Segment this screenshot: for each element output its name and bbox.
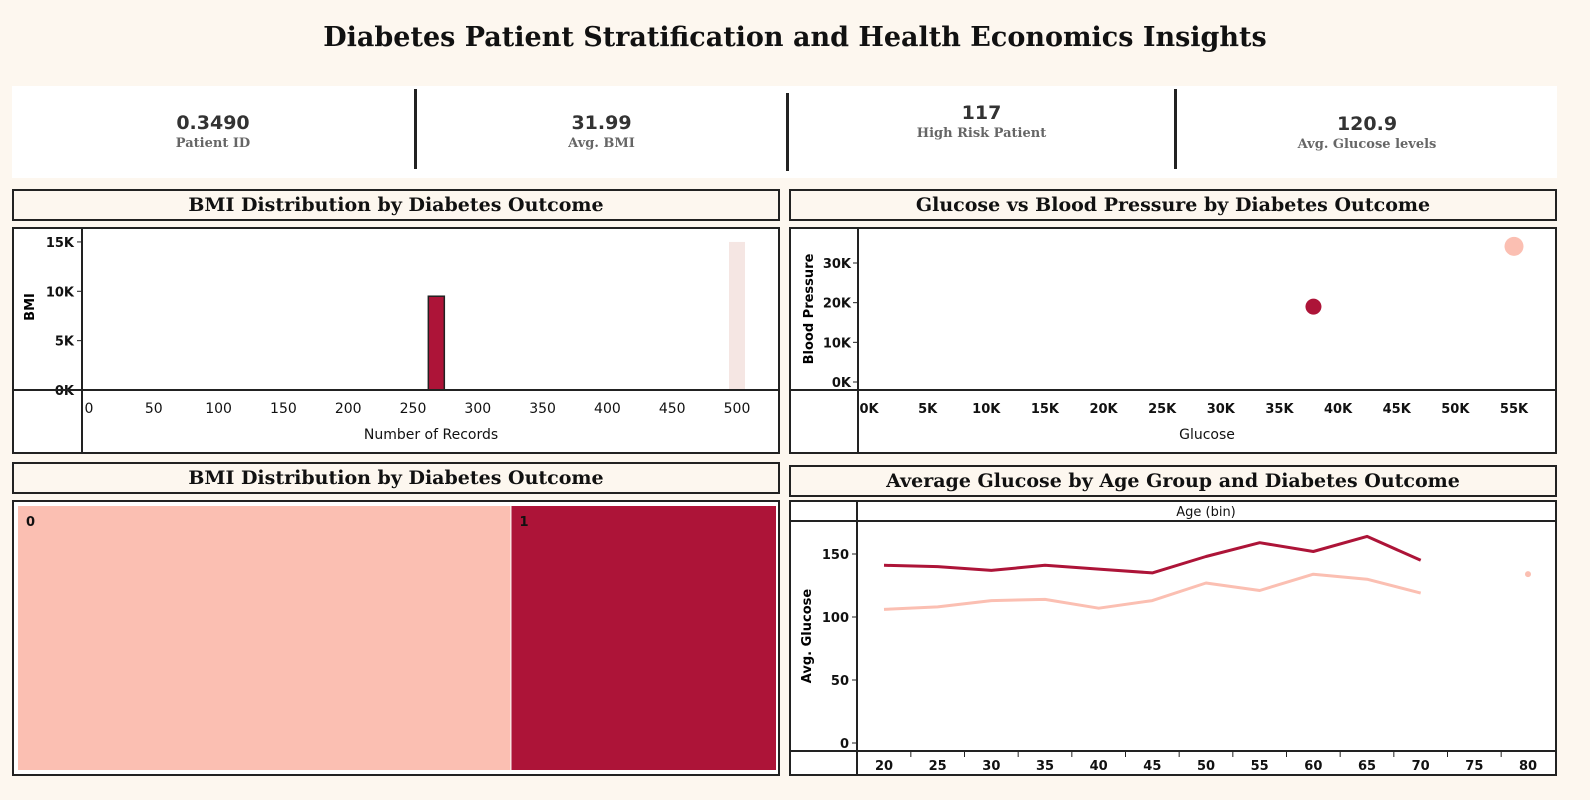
x-tick-label: 60: [1304, 759, 1322, 774]
line-chart: Age (bin) 0 50 100 150 20 25 30 35 40 45 50 55 60 65…: [791, 502, 1555, 774]
kpi-label: Avg. Glucose levels: [1297, 137, 1437, 152]
kpi-divider: [1174, 89, 1177, 169]
x-tick-label: 45K: [1383, 402, 1412, 417]
x-tick-label: 55: [1251, 759, 1269, 774]
x-tick-label: 250: [400, 401, 427, 417]
kpi-divider: [414, 89, 417, 169]
x-tick-label: 50: [1197, 759, 1215, 774]
x-tick-label: 150: [270, 401, 297, 417]
x-tick-label: 50: [145, 401, 163, 417]
x-tick-label: 55K: [1500, 402, 1529, 417]
x-tick-label: 20K: [1089, 402, 1118, 417]
y-tick-label: 150: [822, 548, 849, 563]
kpi-divider: [786, 93, 789, 171]
y-tick-label: 50: [831, 674, 849, 689]
kpi-high-risk: 117 High Risk Patient: [789, 86, 1174, 178]
treemap-cell-1: [511, 506, 776, 770]
line-series-outcome-0: [883, 572, 1422, 611]
x-tick-label: 35K: [1265, 402, 1294, 417]
x-tick-label: 300: [464, 401, 491, 417]
x-tick-label: 0K: [859, 402, 879, 417]
kpi-value: 31.99: [571, 112, 632, 134]
x-tick-label: 40: [1090, 759, 1108, 774]
line-chart-panel: Age (bin) 0 50 100 150 20 25 30 35 40 45 50 55 60 65…: [789, 500, 1557, 776]
bar-outcome-0: [729, 241, 745, 390]
kpi-avg-glucose: 120.9 Avg. Glucose levels: [1177, 86, 1557, 178]
x-tick-label: 450: [659, 401, 686, 417]
x-tick-label: 30K: [1207, 402, 1236, 417]
age-bin-header: Age (bin): [1176, 505, 1236, 520]
y-axis-label: Blood Pressure: [802, 253, 817, 364]
line-point-outcome-0: [1525, 571, 1531, 578]
x-tick-label: 65: [1358, 759, 1376, 774]
y-tick-label: 100: [822, 611, 849, 626]
bar-outcome-1: [427, 295, 446, 391]
x-tick-label: 35: [1036, 759, 1054, 774]
kpi-value: 0.3490: [176, 112, 250, 134]
treemap-title: BMI Distribution by Diabetes Outcome: [12, 462, 780, 494]
x-tick-label: 400: [594, 401, 621, 417]
x-tick-label: 10K: [972, 402, 1001, 417]
kpi-label: Patient ID: [175, 136, 251, 151]
kpi-value: 117: [961, 102, 1002, 124]
x-tick-label: 25K: [1148, 402, 1177, 417]
bar-chart: 0K 5K 10K 15K 0 50 100 150 200 250 300 350 400 450 50…: [14, 229, 778, 452]
x-tick-label: 100: [205, 401, 232, 417]
x-axis-label: Number of Records: [364, 427, 498, 443]
x-tick-label: 40K: [1324, 402, 1353, 417]
kpi-value: 120.9: [1336, 113, 1398, 135]
x-tick-label: 5K: [918, 402, 938, 417]
y-tick-label: 20K: [823, 297, 852, 312]
bar-chart-title: BMI Distribution by Diabetes Outcome: [12, 189, 780, 221]
x-tick-label: 50K: [1441, 402, 1470, 417]
x-tick-label: 20: [875, 759, 893, 774]
y-tick-label: 0: [840, 737, 849, 752]
treemap-cell-0: [18, 506, 511, 770]
x-tick-label: 500: [724, 401, 751, 417]
y-tick-label: 15K: [46, 236, 75, 251]
kpi-avg-bmi: 31.99 Avg. BMI: [417, 86, 786, 178]
y-tick-label: 5K: [55, 335, 75, 350]
kpi-bar: 0.3490 Patient ID 31.99 Avg. BMI 117 Hig…: [12, 86, 1557, 178]
x-tick-label: 70: [1412, 759, 1430, 774]
y-tick-label: 0K: [55, 384, 75, 399]
scatter-chart: 0K 10K 20K 30K 0K 5K 10K 15K 20K 25K 30K 35K 40K 45K…: [791, 229, 1555, 452]
x-tick-label: 80: [1519, 759, 1537, 774]
y-axis-label: BMI: [23, 293, 38, 321]
y-tick-label: 0K: [832, 376, 852, 391]
x-tick-label: 0: [85, 401, 94, 417]
y-axis-label: Avg. Glucose: [800, 589, 815, 684]
kpi-label: Avg. BMI: [568, 136, 635, 151]
kpi-label: High Risk Patient: [916, 126, 1047, 141]
y-tick-label: 30K: [823, 257, 852, 272]
x-tick-label: 25: [929, 759, 947, 774]
line-chart-title: Average Glucose by Age Group and Diabete…: [789, 465, 1557, 497]
dashboard-title: Diabetes Patient Stratification and Heal…: [323, 22, 1267, 53]
x-tick-label: 350: [529, 401, 556, 417]
x-tick-label: 30: [982, 759, 1000, 774]
treemap-cell-label: 0: [26, 515, 35, 530]
x-axis-label: Glucose: [1179, 427, 1235, 443]
scatter-point-outcome-1: [1305, 298, 1322, 315]
x-tick-label: 45: [1143, 759, 1161, 774]
line-series-outcome-1: [883, 534, 1422, 575]
scatter-chart-panel: 0K 10K 20K 30K 0K 5K 10K 15K 20K 25K 30K 35K 40K 45K…: [789, 227, 1557, 454]
scatter-chart-title: Glucose vs Blood Pressure by Diabetes Ou…: [789, 189, 1557, 221]
x-tick-label: 200: [335, 401, 362, 417]
x-tick-label: 15K: [1031, 402, 1060, 417]
kpi-patient-id: 0.3490 Patient ID: [12, 86, 414, 178]
y-tick-label: 10K: [823, 336, 852, 351]
scatter-point-outcome-0: [1504, 236, 1524, 256]
treemap-cell-label: 1: [519, 515, 528, 530]
x-tick-label: 75: [1465, 759, 1483, 774]
y-tick-label: 10K: [46, 285, 75, 300]
bar-chart-panel: 0K 5K 10K 15K 0 50 100 150 200 250 300 350 400 450 50…: [12, 227, 780, 454]
